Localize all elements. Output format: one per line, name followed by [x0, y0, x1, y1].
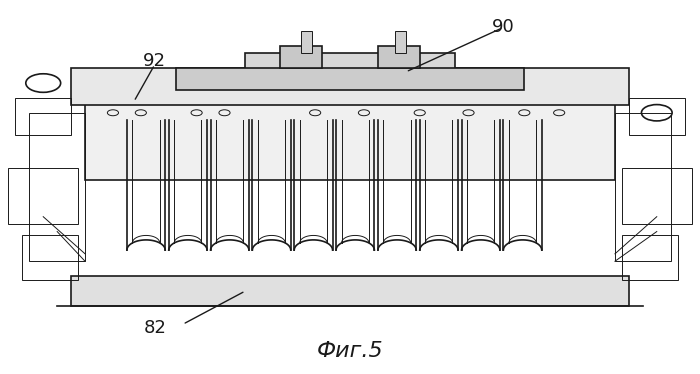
Bar — [615, 113, 671, 261]
Bar — [29, 113, 85, 261]
Text: Фиг.5: Фиг.5 — [316, 341, 384, 362]
Bar — [629, 98, 685, 135]
Bar — [15, 98, 71, 135]
Text: 92: 92 — [144, 52, 167, 70]
Bar — [71, 68, 629, 105]
Bar — [378, 46, 420, 68]
Bar — [22, 235, 78, 280]
Bar — [246, 53, 454, 76]
Text: 90: 90 — [492, 18, 514, 36]
Bar — [301, 31, 312, 53]
Text: 82: 82 — [144, 319, 166, 337]
Bar — [395, 31, 406, 53]
Bar — [622, 168, 692, 224]
Bar — [280, 46, 322, 68]
Bar — [176, 68, 524, 91]
Bar — [85, 76, 615, 180]
Bar — [8, 168, 78, 224]
Bar — [622, 235, 678, 280]
Bar — [71, 276, 629, 306]
